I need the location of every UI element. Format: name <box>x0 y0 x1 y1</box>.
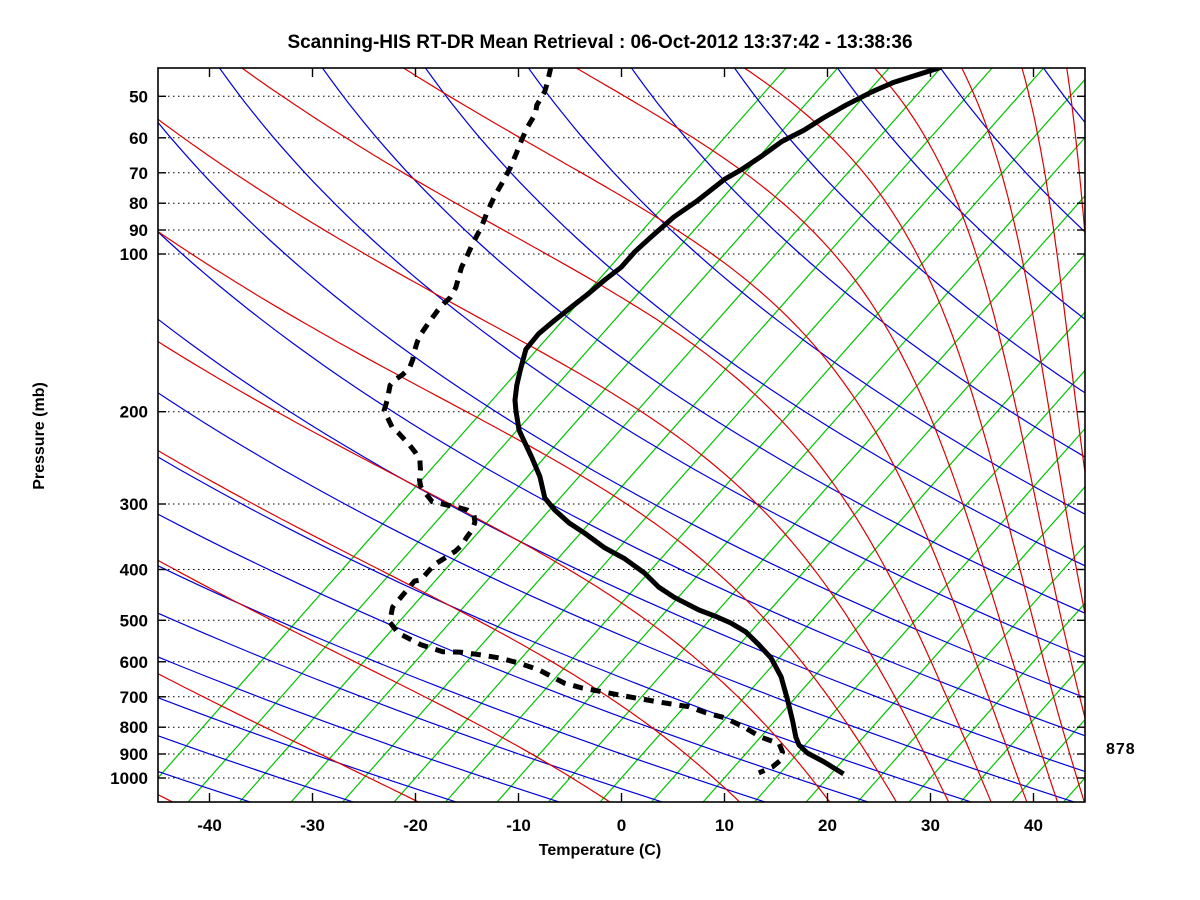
surface-pressure-label: 878 <box>1106 741 1136 758</box>
y-tick-label: 400 <box>120 561 148 580</box>
x-tick-label: -20 <box>403 816 428 835</box>
isobar-gridlines <box>158 95 1085 779</box>
dry-adiabat-lines <box>158 68 1085 802</box>
axis-ticks <box>158 68 1085 802</box>
temperature-curve <box>512 68 943 777</box>
y-tick-label: 80 <box>129 194 148 213</box>
isotherm-lines <box>158 68 1085 802</box>
x-tick-label: 0 <box>617 816 626 835</box>
y-tick-label: 900 <box>120 745 148 764</box>
y-axis-label: Pressure (mb) <box>31 382 48 490</box>
x-axis-label: Temperature (C) <box>538 842 662 859</box>
y-tick-label: 800 <box>120 718 148 737</box>
y-tick-label: 1000 <box>110 769 148 788</box>
y-tick-label: 600 <box>120 653 148 672</box>
y-tick-labels: 50 60 70 80 90 100 200 300 400 500 600 700 800 900 100… <box>110 87 148 788</box>
y-tick-label: 50 <box>129 87 148 106</box>
y-tick-label: 300 <box>120 495 148 514</box>
dewpoint-curve <box>381 68 785 776</box>
x-tick-label: -30 <box>300 816 325 835</box>
moist-adiabat-lines <box>158 68 1085 802</box>
x-tick-label: -10 <box>506 816 531 835</box>
x-tick-labels: -40 -30 -20 -10 0 10 20 30 40 <box>197 816 1043 835</box>
x-tick-label: -40 <box>197 816 222 835</box>
x-tick-label: 40 <box>1024 816 1043 835</box>
y-tick-label: 70 <box>129 164 148 183</box>
y-tick-label: 100 <box>120 245 148 264</box>
y-tick-label: 500 <box>120 611 148 630</box>
chart-title: Scanning-HIS RT-DR Mean Retrieval : 06-O… <box>287 32 913 53</box>
y-tick-label: 90 <box>129 221 148 240</box>
x-tick-label: 10 <box>715 816 734 835</box>
y-tick-label: 60 <box>129 129 148 148</box>
y-tick-label: 700 <box>120 688 148 707</box>
y-tick-label: 200 <box>120 403 148 422</box>
x-tick-label: 30 <box>921 816 940 835</box>
x-tick-label: 20 <box>818 816 837 835</box>
